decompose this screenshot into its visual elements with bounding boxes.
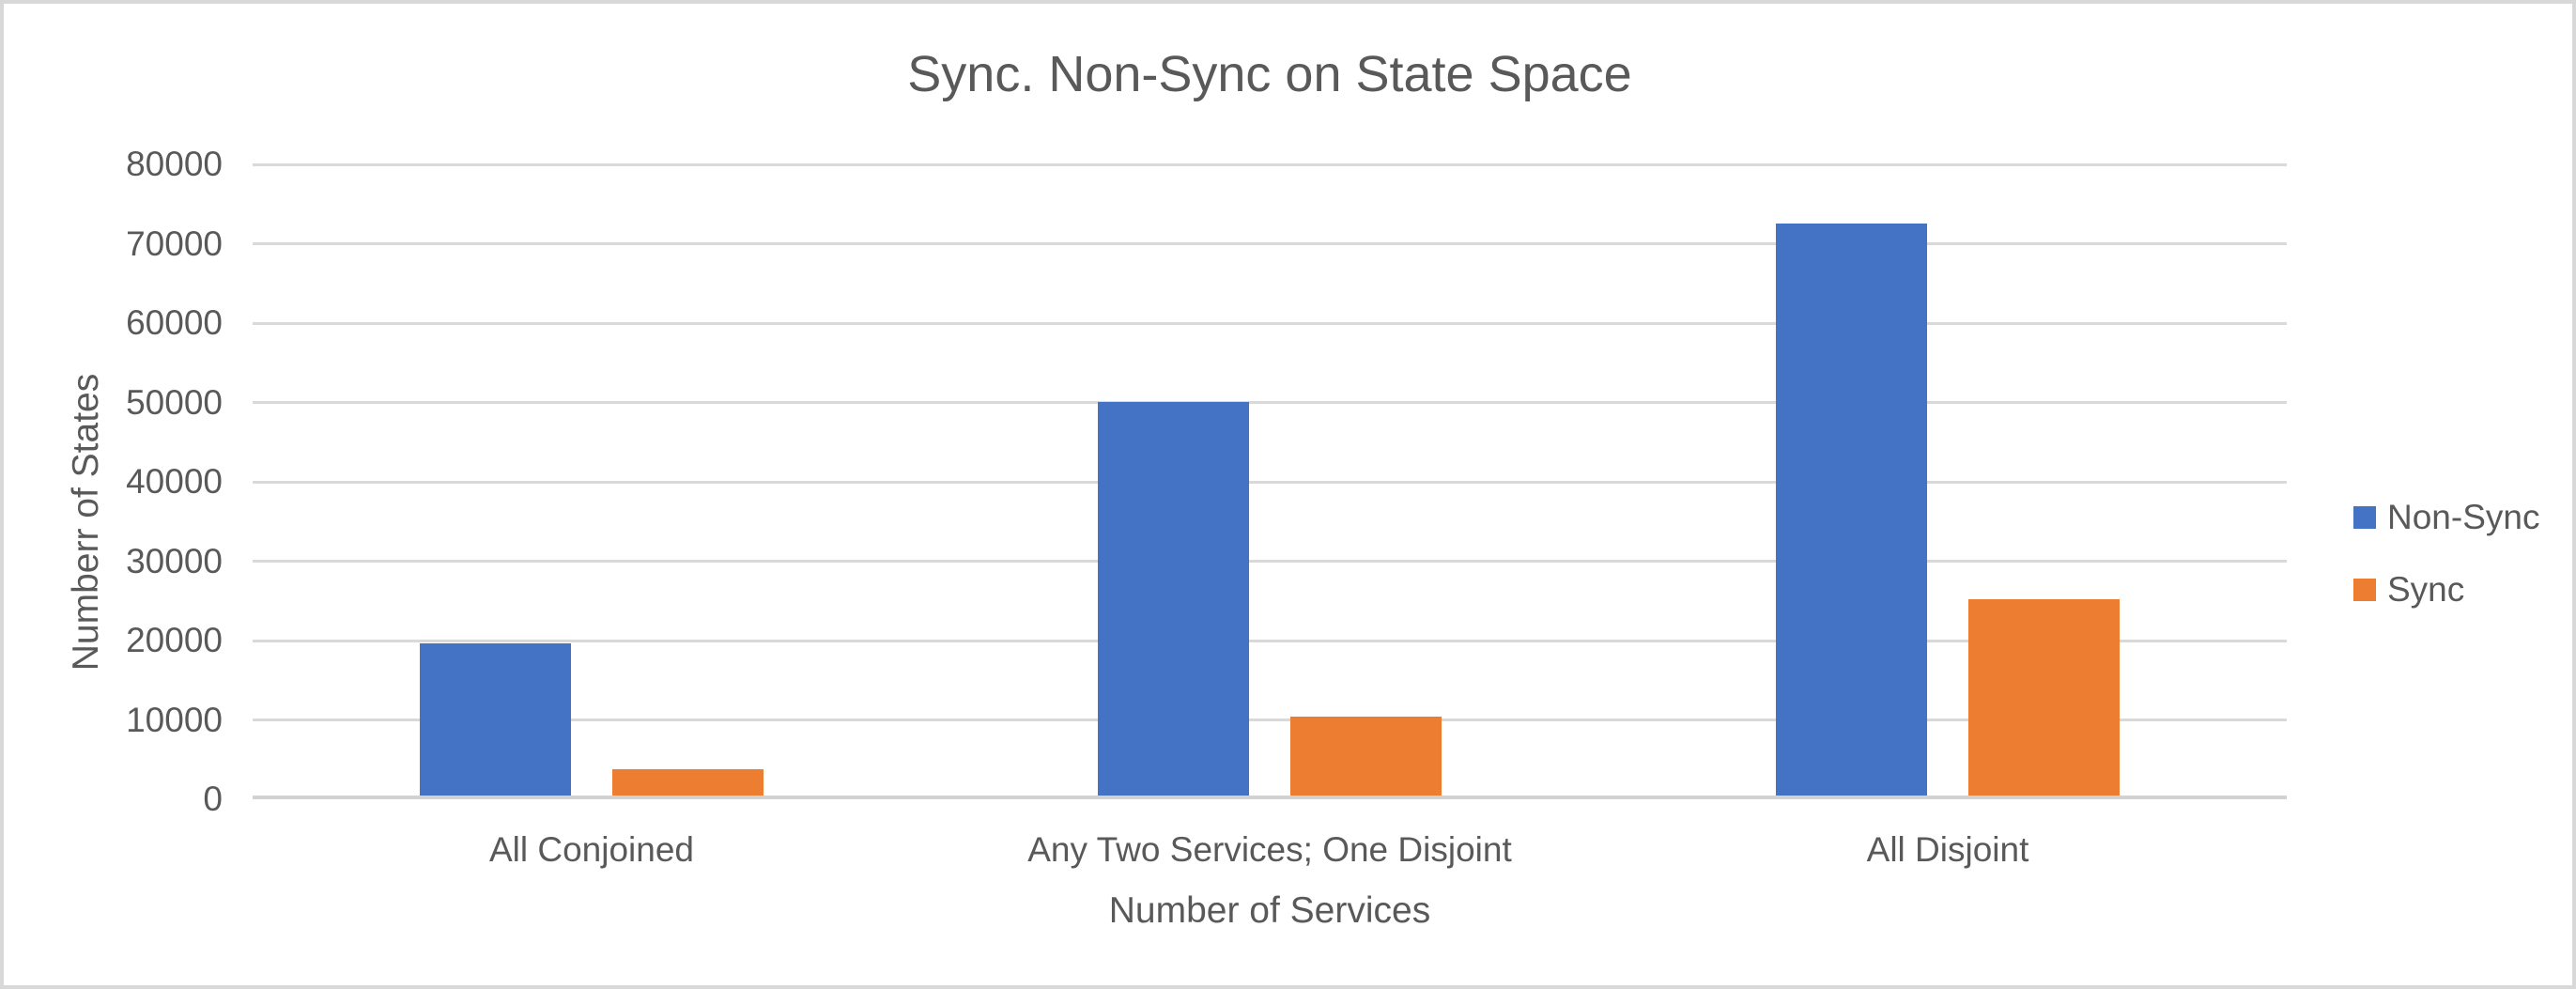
x-axis-title: Number of Services [1108, 890, 1431, 931]
x-axis-line [253, 796, 2287, 799]
y-tick-label: 40000 [126, 462, 223, 501]
y-tick-label: 10000 [126, 700, 223, 739]
gridline [253, 719, 2287, 721]
legend-label: Non-Sync [2387, 498, 2540, 536]
gridline [253, 560, 2287, 563]
gridline [253, 321, 2287, 325]
legend-label: Sync [2387, 570, 2465, 609]
x-category-label: Any Two Services; One Disjoint [1027, 830, 1512, 869]
gridline [253, 162, 2287, 166]
bar-non-sync [1098, 402, 1249, 796]
bar-sync [612, 769, 764, 796]
y-tick-label: 60000 [126, 303, 223, 342]
plot-area [253, 162, 2287, 799]
y-axis-tick-labels: 0 10000 20000 30000 40000 50000 60000 70000 8000… [4, 4, 223, 985]
y-tick-label: 0 [203, 780, 223, 818]
gridline [253, 401, 2287, 404]
gridline [253, 639, 2287, 642]
bar-sync [1968, 599, 2120, 796]
y-tick-label: 30000 [126, 541, 223, 580]
y-tick-label: 70000 [126, 224, 223, 263]
legend-item-sync: Sync [2353, 570, 2539, 609]
bar-non-sync [420, 643, 571, 796]
gridline [253, 242, 2287, 245]
legend-swatch-icon [2353, 506, 2376, 529]
legend: Non-Sync Sync [2353, 498, 2540, 645]
legend-item-non-sync: Non-Sync [2353, 498, 2540, 536]
x-category-label: All Conjoined [488, 830, 695, 869]
bar-sync [1290, 717, 1442, 796]
gridline [253, 480, 2287, 484]
bar-non-sync [1776, 224, 1927, 796]
y-tick-label: 20000 [126, 621, 223, 659]
legend-swatch-icon [2353, 579, 2376, 601]
y-tick-label: 80000 [126, 145, 223, 183]
x-axis-category-labels: All Conjoined Any Two Services; One Disjo… [253, 831, 2287, 873]
x-category-label: All Disjoint [1866, 830, 2029, 869]
y-tick-label: 50000 [126, 382, 223, 422]
chart-title: Sync. Non-Sync on State Space [907, 46, 1632, 102]
